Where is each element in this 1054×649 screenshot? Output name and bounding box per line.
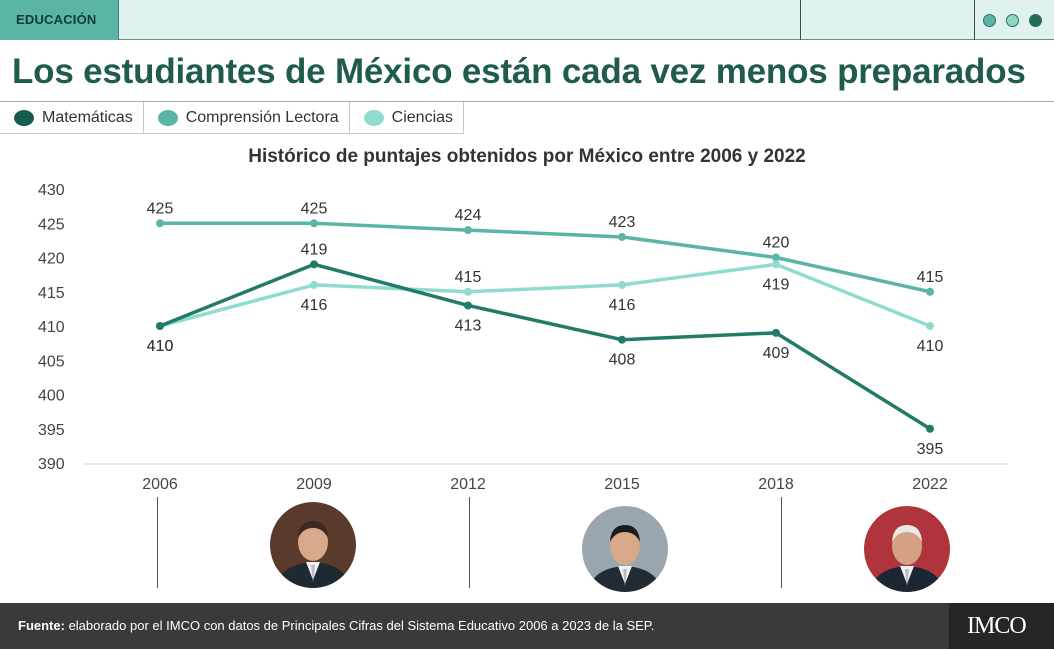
- legend-label: Ciencias: [391, 108, 454, 126]
- y-tick-label: 420: [38, 251, 65, 268]
- data-point: [464, 287, 472, 296]
- portrait-tie: [623, 569, 627, 586]
- x-tick-label: 2012: [450, 476, 486, 493]
- portrait-face: [298, 523, 328, 561]
- portrait-hair: [892, 525, 922, 542]
- legend-label: Comprensión Lectora: [185, 108, 339, 126]
- legend-item-matematicas[interactable]: Matemáticas: [0, 102, 144, 134]
- y-tick-label: 390: [38, 456, 65, 473]
- data-label: 420: [763, 235, 790, 252]
- data-point: [464, 226, 472, 235]
- source-label: Fuente:: [18, 618, 65, 633]
- data-point: [156, 322, 164, 330]
- chart-title: Histórico de puntajes obtenidos por Méxi…: [248, 146, 806, 167]
- portrait-face: [610, 527, 640, 565]
- top-bar: EDUCACIÓN: [0, 0, 1054, 40]
- y-tick-label: 430: [38, 182, 65, 199]
- legend-marker-icon: [14, 109, 34, 126]
- divider: [0, 101, 1054, 102]
- data-label: 415: [455, 269, 482, 286]
- top-bar-divider: [974, 0, 975, 40]
- term-divider: [781, 497, 782, 588]
- imco-logo: IMCO: [949, 603, 1054, 649]
- x-tick-label: 2022: [912, 476, 948, 493]
- x-tick-label: 2006: [142, 476, 178, 493]
- page-title: Los estudiantes de México están cada vez…: [12, 52, 1026, 91]
- data-label: 419: [301, 241, 328, 258]
- data-point: [618, 232, 626, 241]
- term-divider: [469, 497, 470, 588]
- legend-marker-icon: [363, 109, 384, 126]
- data-point: [926, 287, 934, 296]
- data-label: 419: [763, 276, 790, 293]
- y-tick-label: 410: [38, 319, 65, 336]
- data-point: [464, 301, 472, 310]
- president-portrait-avatar: [864, 506, 950, 592]
- data-point: [156, 219, 164, 228]
- data-point: [618, 280, 626, 289]
- data-point: [772, 328, 780, 337]
- legend: Matemáticas Comprensión Lectora Ciencias: [0, 102, 465, 134]
- portrait-hair: [298, 521, 328, 538]
- portrait-face: [892, 527, 922, 565]
- data-point: [310, 219, 318, 228]
- data-label: 410: [917, 338, 944, 355]
- data-label: 410: [147, 338, 174, 355]
- data-label: 395: [917, 441, 944, 458]
- y-tick-label: 400: [38, 388, 65, 405]
- data-point: [926, 322, 934, 330]
- portrait-tie: [905, 569, 909, 586]
- data-label: 409: [763, 345, 790, 362]
- line-chart: 390 395 400 405 410 415 420 425 430 2006 2009 2012 2…: [38, 182, 1007, 493]
- legend-item-ciencias[interactable]: Ciencias: [349, 102, 465, 134]
- x-tick-label: 2009: [296, 476, 332, 493]
- president-portrait-avatar: [270, 502, 356, 588]
- data-label: 423: [609, 214, 636, 231]
- data-label: 425: [147, 200, 174, 217]
- data-label: 425: [301, 200, 328, 217]
- top-bar-divider: [800, 0, 801, 40]
- data-label: 416: [609, 297, 636, 314]
- portrait-hair: [610, 525, 640, 542]
- data-point: [772, 253, 780, 262]
- series-line-2: [159, 262, 931, 328]
- data-label: 410: [147, 338, 174, 355]
- window-dots: [983, 0, 1048, 40]
- source-text: elaborado por el IMCO con datos de Princ…: [64, 618, 655, 633]
- data-point: [310, 260, 318, 269]
- data-label: 415: [917, 269, 944, 286]
- series-line-0: [159, 262, 931, 431]
- x-tick-label: 2018: [758, 476, 794, 493]
- section-tag: EDUCACIÓN: [0, 0, 119, 40]
- y-tick-label: 405: [38, 353, 65, 370]
- data-point: [618, 335, 626, 344]
- legend-label: Matemáticas: [42, 108, 133, 126]
- data-point: [772, 260, 780, 269]
- dot-icon: [983, 13, 996, 27]
- data-label: 416: [301, 297, 328, 314]
- y-tick-label: 415: [38, 285, 65, 302]
- data-label: 408: [609, 352, 636, 369]
- y-tick-label: 395: [38, 422, 65, 439]
- legend-item-comprension-lectora[interactable]: Comprensión Lectora: [143, 102, 350, 134]
- data-point: [310, 280, 318, 289]
- data-point: [926, 424, 934, 433]
- term-divider: [157, 497, 158, 588]
- footer: Fuente: elaborado por el IMCO con datos …: [0, 603, 1054, 649]
- data-label: 413: [455, 317, 482, 334]
- series-line-1: [160, 221, 931, 294]
- x-tick-label: 2015: [604, 476, 640, 493]
- legend-marker-icon: [157, 109, 178, 126]
- source-note: Fuente: elaborado por el IMCO con datos …: [18, 603, 654, 649]
- data-label: 424: [455, 207, 482, 224]
- president-portrait-avatar: [582, 506, 668, 592]
- y-tick-label: 425: [38, 216, 65, 233]
- portrait-tie: [311, 565, 315, 582]
- dot-icon: [1006, 13, 1019, 27]
- dot-icon: [1029, 13, 1042, 27]
